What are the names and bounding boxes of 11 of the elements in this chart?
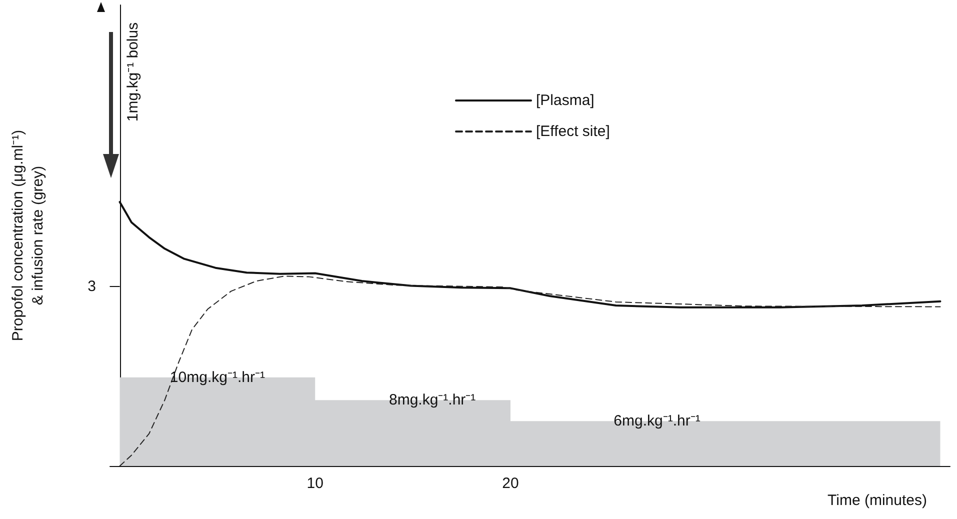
x-tick-label: 10 xyxy=(306,475,324,492)
y-tick-label: 3 xyxy=(88,278,96,295)
x-tick-label: 20 xyxy=(502,475,519,492)
y-axis-title: Propofol concentration (μg.ml⁻¹) & infusion rate (grey) xyxy=(10,130,46,342)
legend-label: [Effect site] xyxy=(536,123,610,140)
annotation: 6mg.kg⁻¹.hr⁻¹ xyxy=(614,412,700,430)
legend-label: [Plasma] xyxy=(536,92,594,109)
annotation: 8mg.kg⁻¹.hr⁻¹ xyxy=(388,392,476,409)
x-axis-title: Time (minutes) xyxy=(828,492,928,509)
annotation: 10mg.kg⁻¹.hr⁻¹ xyxy=(170,368,265,386)
annotation: 1mg.kg⁻¹ bolus xyxy=(124,22,142,122)
